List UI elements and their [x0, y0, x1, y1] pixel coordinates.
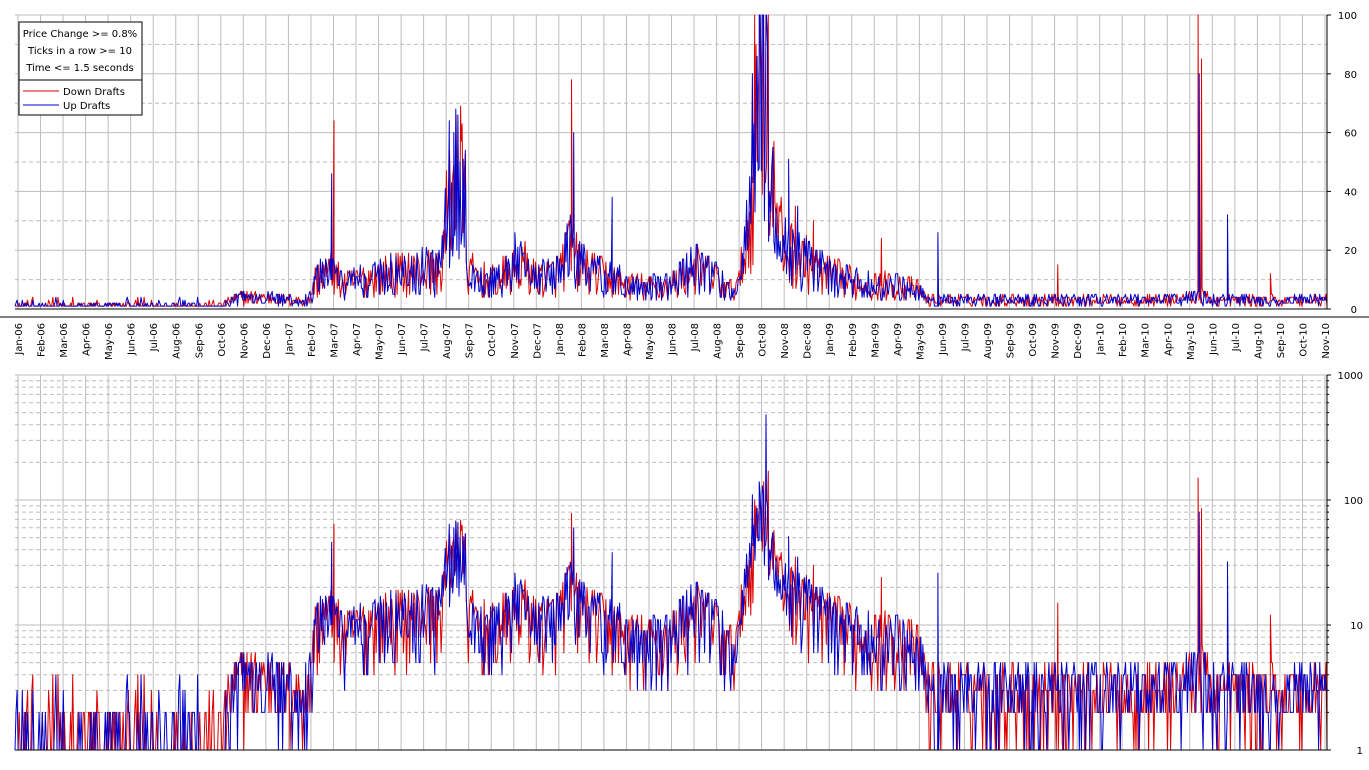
legend-box: [18, 21, 143, 116]
x-tick-label: Feb-09: [848, 323, 859, 357]
x-tick-label: Mar-07: [329, 323, 340, 358]
x-tick-label: Aug-06: [172, 323, 183, 359]
x-tick-label: Feb-08: [577, 323, 588, 357]
top-plot-y-axis: 0 20 40 60 80 100: [15, 11, 1357, 316]
x-tick-label: Sep-09: [1006, 323, 1017, 358]
x-tick-label: Dec-06: [262, 323, 273, 359]
x-tick-label: Dec-07: [532, 323, 543, 359]
x-tick-label: Mar-06: [59, 323, 70, 358]
month-axis: Jan-06 Feb-06 Mar-06 Apr-06 May-06 Jun-06 Jul-…: [0, 316, 1369, 360]
x-tick-label: May-09: [915, 323, 926, 360]
top-y-tick-label: 100: [1338, 11, 1357, 22]
bottom-y-tick-label: 10: [1350, 621, 1363, 632]
x-tick-label: Jan-07: [284, 323, 295, 356]
x-tick-label: Nov-06: [239, 323, 250, 359]
x-tick-label: Sep-08: [735, 323, 746, 358]
x-tick-label: Jun-10: [1208, 323, 1219, 356]
x-tick-label: Sep-06: [194, 323, 205, 358]
x-tick-label: Jan-08: [555, 323, 566, 356]
x-tick-label: Nov-09: [1051, 323, 1062, 359]
x-tick-label: Sep-07: [465, 323, 476, 358]
x-tick-label: May-08: [645, 323, 656, 360]
x-tick-label: Jan-06: [14, 323, 25, 356]
bottom-y-tick-label: 100: [1344, 496, 1363, 507]
x-tick-label: Aug-10: [1253, 323, 1264, 359]
x-tick-label: Jul-10: [1231, 323, 1242, 352]
x-tick-label: Dec-09: [1073, 323, 1084, 359]
x-tick-label: Aug-07: [442, 323, 453, 359]
x-tick-label: Oct-06: [217, 323, 228, 357]
bottom-plot-y-axis: 1 10 100 1000: [15, 371, 1363, 757]
x-tick-label: Apr-06: [82, 323, 93, 356]
x-tick-label: Jan-10: [1096, 323, 1107, 356]
x-tick-label: Aug-08: [713, 323, 724, 359]
bottom-plot-series: [14, 414, 1328, 751]
x-tick-label: Sep-10: [1276, 323, 1287, 358]
top-y-tick-label: 80: [1344, 70, 1357, 81]
x-tick-label: Apr-09: [893, 323, 904, 356]
x-tick-label: Apr-10: [1163, 323, 1174, 356]
x-tick-label: May-06: [104, 323, 115, 360]
x-tick-label: Oct-09: [1028, 323, 1039, 357]
x-tick-label: Apr-07: [352, 323, 363, 356]
top-y-tick-label: 40: [1344, 187, 1357, 198]
legend-series-up: Up Drafts: [63, 101, 110, 112]
x-tick-label: Nov-08: [780, 323, 791, 359]
top-plot-series: [14, 14, 1328, 307]
top-plot-grid: [15, 14, 1327, 309]
top-y-tick-label: 60: [1344, 129, 1357, 140]
legend-param-ticks: Ticks in a row >= 10: [27, 46, 132, 57]
x-tick-label: Dec-08: [803, 323, 814, 359]
x-tick-label: Feb-10: [1118, 323, 1129, 357]
x-tick-label: Oct-10: [1298, 323, 1309, 357]
x-tick-label: Jul-09: [960, 323, 971, 352]
top-y-tick-label: 20: [1344, 246, 1357, 257]
top-y-tick-label: 0: [1351, 305, 1357, 316]
x-tick-label: Jun-08: [668, 323, 679, 356]
x-tick-label: Nov-07: [510, 323, 521, 359]
x-tick-label: Jun-09: [938, 323, 949, 356]
x-tick-label: Jan-09: [825, 323, 836, 356]
legend-series-down: Down Drafts: [63, 87, 125, 98]
x-tick-label: May-10: [1186, 323, 1197, 360]
x-tick-label: Jul-06: [149, 323, 160, 352]
x-tick-label: Jul-07: [420, 323, 431, 352]
x-tick-label: Mar-08: [600, 323, 611, 358]
x-tick-label: Oct-08: [758, 323, 769, 357]
x-tick-label: Oct-07: [487, 323, 498, 357]
x-tick-label: Apr-08: [622, 323, 633, 356]
bottom-y-tick-label: 1: [1357, 746, 1363, 757]
legend-param-price-change: Price Change >= 0.8%: [23, 29, 137, 40]
bottom-y-tick-label: 1000: [1338, 371, 1363, 382]
x-tick-label: Feb-07: [307, 323, 318, 357]
x-tick-label: Feb-06: [37, 323, 48, 357]
x-tick-label: Mar-09: [870, 323, 881, 358]
x-tick-label: Aug-09: [983, 323, 994, 359]
legend: Price Change >= 0.8% Ticks in a row >= 1…: [18, 21, 143, 116]
x-tick-label: Jun-07: [397, 323, 408, 356]
x-tick-label: May-07: [375, 323, 386, 360]
x-tick-label: Jun-06: [127, 323, 138, 356]
top-series-up-drafts: [14, 14, 1327, 307]
legend-param-time: Time <= 1.5 seconds: [25, 63, 134, 74]
x-tick-label: Jul-08: [690, 323, 701, 352]
x-tick-label: Nov-10: [1321, 323, 1332, 359]
x-tick-label: Mar-10: [1141, 323, 1152, 358]
bottom-series-up-drafts: [14, 414, 1327, 751]
